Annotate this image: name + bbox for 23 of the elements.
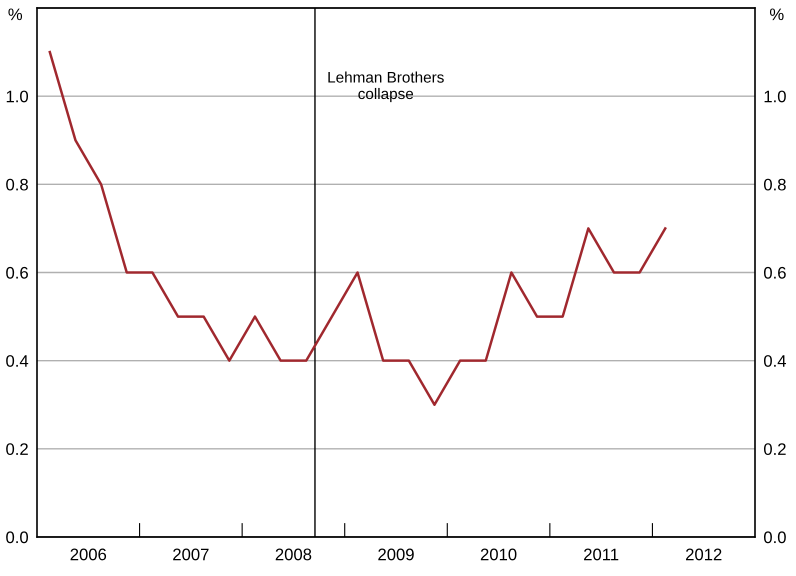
y-tick-label: 0.0 [6,531,28,544]
x-tick-label: 2007 [173,548,209,560]
y2-tick-label: 1.0 [764,90,786,102]
y2-tick-label: 0.4 [764,355,786,367]
y-tick-label: 1.0 [6,90,28,102]
y2-tick-label: 0.0 [764,531,786,544]
x-tick-label: 2009 [378,548,414,560]
line-series [48,50,666,406]
x-tick-label: 2006 [70,548,106,560]
y2-axis-title: % [770,8,784,20]
y-tick-label: 0.4 [6,355,28,367]
y-tick-label: 0.6 [6,266,28,279]
x-tick-label: 2010 [480,548,516,560]
y2-tick-label: 0.2 [764,443,786,456]
y-tick-label: 0.2 [6,443,28,456]
x-tick-label: 2012 [686,548,722,560]
y2-tick-label: 0.6 [764,266,786,279]
x-tick-label: 2011 [584,548,618,560]
y-tick-label: 0.8 [6,178,28,191]
x-tick-label: 2008 [276,548,312,560]
ref-line-label: Lehman Brothers collapse [328,71,444,102]
y-axis-title: % [8,8,22,20]
y2-tick-label: 0.8 [764,178,786,191]
